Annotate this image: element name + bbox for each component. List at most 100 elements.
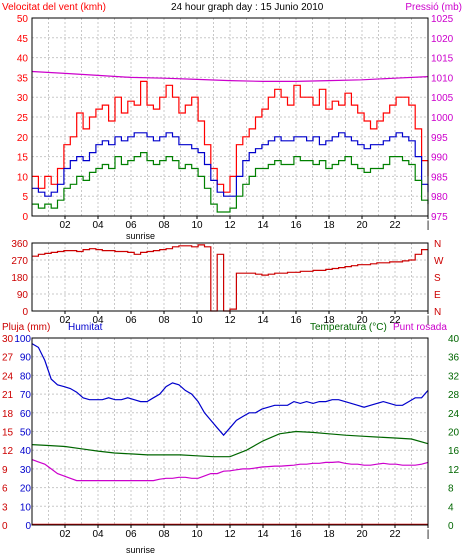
temp-x-tick-label: 18 — [323, 529, 335, 540]
direction-tick-label: 180 — [11, 273, 28, 284]
temp-x-tick-label: 04 — [92, 529, 104, 540]
wind-speed-tick-label: 15 — [17, 153, 29, 164]
rain-tick-label: 3 — [2, 502, 8, 513]
wind-x-ticks: 02 04 06 08 10 12 14 16 18 20 22 | — [59, 216, 429, 231]
rain-tick-label: 15 — [2, 428, 14, 439]
temp-x-tick-label: 14 — [257, 529, 269, 540]
temperature-tick-label: 12 — [448, 465, 460, 476]
temperature-tick-label: 40 — [448, 334, 460, 345]
gust-line — [32, 80, 429, 193]
humidity-tick-label: 90 — [20, 353, 32, 364]
direction-tick-label: 270 — [11, 256, 28, 267]
rain-tick-label: 6 — [2, 484, 8, 495]
temp-x-tick-label: 20 — [356, 529, 368, 540]
temp-humidity-panel: Pluja (mm) Humitat Temperatura (°C) Punt… — [2, 322, 460, 555]
pressure-tick-label: 1015 — [431, 54, 454, 65]
pressure-tick-label: 1000 — [431, 113, 454, 124]
temperature-tick-label: 20 — [448, 428, 460, 439]
direction-x-tick-label: 12 — [224, 315, 236, 326]
wind-speed-axis-label: Velocitat del vent (kmh) — [2, 2, 106, 13]
direction-x-tick-label: 10 — [191, 315, 203, 326]
temp-grid — [32, 338, 428, 525]
humidity-tick-label: 70 — [20, 390, 32, 401]
humidity-tick-label: 80 — [20, 371, 32, 382]
rain-tick-label: 30 — [2, 334, 14, 345]
rain-tick-label: 12 — [2, 446, 14, 457]
minimum-line — [32, 152, 429, 213]
humidity-tick-label: 0 — [25, 521, 31, 532]
wind-speed-tick-label: 50 — [17, 14, 29, 25]
direction-plot-frame — [31, 242, 429, 312]
temp-x-tick-label: 12 — [224, 529, 236, 540]
wind-x-tick-label: 08 — [158, 220, 170, 231]
pressure-tick-label: 990 — [431, 153, 448, 164]
wind-speed-tick-label: 30 — [17, 93, 29, 104]
chart-title: 24 hour graph day : 15 Junio 2010 — [171, 2, 324, 13]
direction-tick-label: 360 — [11, 239, 28, 250]
wind-speed-tick-label: 5 — [22, 192, 28, 203]
wind-x-tick-label: 20 — [356, 220, 368, 231]
rain-tick-label: 27 — [2, 353, 14, 364]
pressure-tick-label: 975 — [431, 212, 448, 223]
rain-ticks: 0 3 6 9 12 15 18 21 24 27 30 — [2, 334, 14, 532]
wind-speed-tick-label: 25 — [17, 113, 29, 124]
rain-tick-label: 9 — [2, 465, 8, 476]
compass-label: S — [434, 273, 441, 284]
temp-plot-frame — [31, 337, 429, 526]
wind-speed-tick-label: 0 — [22, 212, 28, 223]
humidity-tick-label: 60 — [20, 409, 32, 420]
pressure-tick-label: 995 — [431, 133, 448, 144]
humidity-tick-label: 20 — [20, 484, 32, 495]
wind-pressure-panel: Velocitat del vent (kmh) 24 hour graph d… — [2, 2, 462, 241]
temperature-tick-label: 24 — [448, 409, 460, 420]
direction-x-tick-label: 06 — [125, 315, 137, 326]
temp-x-tick-label: 02 — [59, 529, 71, 540]
pressure-tick-label: 1005 — [431, 93, 454, 104]
direction-x-tick-label: 18 — [323, 315, 335, 326]
humidity-axis-label: Humitat — [68, 322, 103, 333]
wind-x-tick-label: 02 — [59, 220, 71, 231]
pressure-tick-label: 1025 — [431, 14, 454, 25]
temp-x-tick-label: 10 — [191, 529, 203, 540]
wind-plot-frame — [31, 17, 429, 217]
wind-x-tick-label: 16 — [290, 220, 302, 231]
humidity-line — [31, 343, 429, 437]
temperature-line — [31, 430, 429, 458]
wind-speed-ticks: 0 5 10 15 20 25 30 35 40 45 50 — [17, 14, 29, 223]
wind-speed-tick-label: 45 — [17, 34, 29, 45]
temperature-ticks: 0 4 8 12 16 20 24 28 32 36 40 — [448, 334, 460, 532]
pressure-ticks: 975 980 985 990 995 1000 1005 1010 1015 1020 1025 — [431, 14, 454, 223]
average-line — [32, 132, 429, 197]
rain-axis-label: Pluja (mm) — [2, 322, 50, 333]
temperature-tick-label: 8 — [448, 484, 454, 495]
temp-x-tick-label: 08 — [158, 529, 170, 540]
wind-series — [31, 70, 429, 213]
temperature-tick-label: 0 — [448, 521, 454, 532]
direction-x-tick-label: 14 — [257, 315, 269, 326]
direction-series — [32, 244, 428, 312]
humidity-tick-label: 100 — [14, 334, 31, 345]
direction-tick-label: 0 — [22, 307, 28, 318]
temp-x-tick-label: | — [427, 529, 430, 540]
sunrise-label: sunrise — [126, 231, 155, 241]
temperature-tick-label: 16 — [448, 446, 460, 457]
wind-speed-tick-label: 10 — [17, 172, 29, 183]
wind-x-tick-label: 14 — [257, 220, 269, 231]
compass-label: N — [434, 307, 441, 318]
wind-x-tick-label: 06 — [125, 220, 137, 231]
temperature-tick-label: 32 — [448, 371, 460, 382]
temp-x-tick-label: 16 — [290, 529, 302, 540]
direction-x-tick-label: 20 — [356, 315, 368, 326]
temperature-tick-label: 4 — [448, 502, 454, 513]
wind-grid — [32, 18, 428, 216]
pressure-line — [31, 70, 429, 82]
direction-x-tick-label: 22 — [389, 315, 401, 326]
dew-line — [31, 459, 429, 482]
wind-direction-line — [32, 244, 428, 312]
compass-label: E — [434, 290, 441, 301]
humidity-tick-label: 50 — [20, 428, 32, 439]
humidity-tick-label: 10 — [20, 502, 32, 513]
wind-x-tick-label: 22 — [389, 220, 401, 231]
